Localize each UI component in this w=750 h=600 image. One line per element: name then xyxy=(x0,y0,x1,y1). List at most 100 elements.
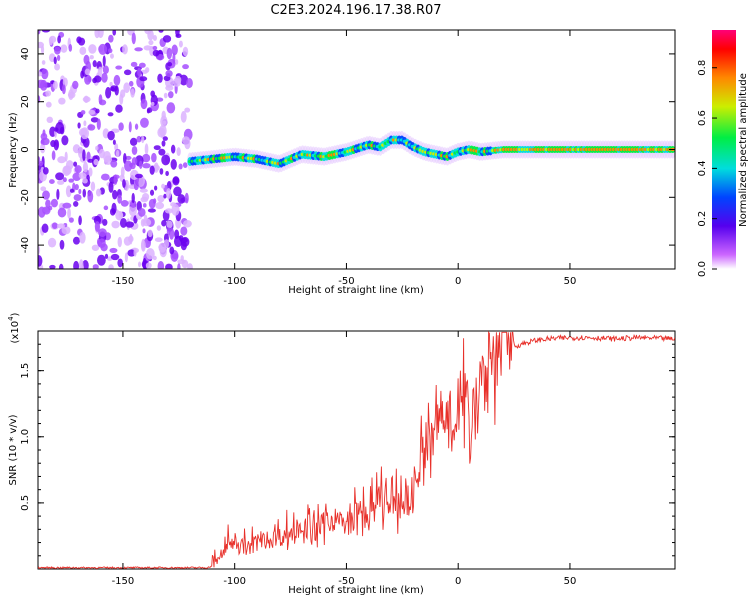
noise-speckle xyxy=(172,176,180,186)
noise-speckle xyxy=(98,228,107,237)
noise-speckle xyxy=(169,246,175,255)
noise-speckle xyxy=(78,259,84,269)
noise-speckle xyxy=(147,208,156,213)
noise-speckle xyxy=(115,149,120,158)
noise-speckle xyxy=(109,208,116,216)
noise-speckle xyxy=(58,97,66,105)
noise-speckle xyxy=(55,172,65,181)
noise-speckle xyxy=(42,190,50,200)
noise-speckle xyxy=(42,129,46,137)
noise-speckle xyxy=(143,45,152,51)
snr-x-tick-label: -100 xyxy=(223,576,246,587)
noise-speckle xyxy=(97,254,106,266)
noise-speckle xyxy=(120,200,129,207)
noise-speckle xyxy=(41,68,49,80)
noise-speckle xyxy=(50,140,57,148)
noise-speckle xyxy=(74,183,79,191)
noise-speckle xyxy=(110,253,120,261)
spectrogram-x-tick-label: 0 xyxy=(455,276,461,287)
noise-speckle xyxy=(123,82,130,94)
snr-multiplier-exponent: 4 xyxy=(7,316,15,321)
noise-speckle xyxy=(182,162,188,168)
noise-speckle xyxy=(142,162,151,169)
noise-speckle xyxy=(51,150,56,161)
noise-speckle xyxy=(93,215,102,225)
noise-speckle xyxy=(157,127,166,138)
noise-speckle xyxy=(178,40,183,48)
noise-speckle xyxy=(151,152,157,163)
noise-speckle xyxy=(50,198,58,208)
noise-speckle xyxy=(113,74,121,86)
noise-speckle xyxy=(170,144,176,154)
noise-speckle xyxy=(45,101,52,108)
noise-speckle xyxy=(102,218,108,226)
noise-speckle xyxy=(173,186,182,197)
noise-speckle xyxy=(73,260,80,269)
noise-speckle xyxy=(161,154,171,166)
noise-speckle xyxy=(95,188,102,197)
snr-y-tick-label: 1.5 xyxy=(20,363,31,379)
noise-speckle xyxy=(62,202,72,209)
noise-speckle xyxy=(65,185,72,198)
noise-speckle xyxy=(139,188,148,193)
noise-speckle xyxy=(41,60,46,65)
noise-speckle xyxy=(164,239,170,249)
noise-speckle xyxy=(171,253,179,260)
noise-speckle xyxy=(40,142,46,154)
noise-speckle xyxy=(77,37,86,46)
snr-y-tick-label: 1.0 xyxy=(20,429,31,445)
noise-speckle xyxy=(101,72,108,83)
noise-speckle xyxy=(142,203,147,208)
noise-speckle xyxy=(122,44,128,55)
noise-speckle xyxy=(96,118,101,130)
noise-speckle xyxy=(90,181,96,192)
noise-speckle xyxy=(118,211,123,219)
noise-speckle xyxy=(39,79,48,91)
noise-speckle xyxy=(109,247,118,253)
noise-speckle xyxy=(95,108,100,114)
noise-speckle xyxy=(145,262,152,269)
noise-speckle xyxy=(130,61,138,68)
noise-speckle xyxy=(171,44,178,56)
noise-speckle xyxy=(128,80,134,87)
noise-speckle xyxy=(117,236,122,248)
noise-speckle xyxy=(72,80,79,90)
noise-speckle xyxy=(135,173,143,179)
noise-speckle xyxy=(108,181,114,193)
noise-speckle xyxy=(164,208,173,214)
snr-x-label: Height of straight line (km) xyxy=(288,585,424,596)
noise-speckle xyxy=(141,135,145,144)
noise-speckle xyxy=(120,166,125,178)
noise-speckle xyxy=(84,74,92,85)
noise-speckle xyxy=(68,178,75,183)
noise-speckle xyxy=(38,255,43,267)
noise-speckle xyxy=(166,102,176,114)
spectrogram-y-tick-label: -40 xyxy=(20,237,31,253)
noise-speckle xyxy=(105,87,112,99)
noise-speckle xyxy=(98,94,103,105)
snr-x-tick-label: 50 xyxy=(564,576,577,587)
snr-series-line xyxy=(38,331,675,569)
noise-speckle xyxy=(158,30,164,33)
noise-speckle xyxy=(53,80,58,90)
snr-frame xyxy=(37,330,676,570)
colorbar-tick-label: 0.4 xyxy=(697,160,708,176)
noise-speckle xyxy=(88,44,97,54)
noise-speckle xyxy=(46,116,53,124)
noise-speckle xyxy=(166,187,172,200)
noise-speckle xyxy=(166,220,173,229)
noise-speckle xyxy=(140,117,149,128)
spectrogram-marks xyxy=(38,30,675,269)
noise-speckle xyxy=(139,76,148,82)
noise-speckle xyxy=(159,246,167,258)
noise-speckle xyxy=(182,64,189,70)
noise-speckle xyxy=(40,137,50,146)
noise-speckle xyxy=(145,67,150,73)
noise-speckle xyxy=(38,30,41,35)
noise-speckle xyxy=(145,248,155,260)
noise-speckle xyxy=(47,237,57,248)
noise-speckle xyxy=(61,226,71,235)
noise-speckle xyxy=(140,196,149,203)
noise-speckle xyxy=(80,127,90,140)
noise-speckle xyxy=(129,233,133,245)
